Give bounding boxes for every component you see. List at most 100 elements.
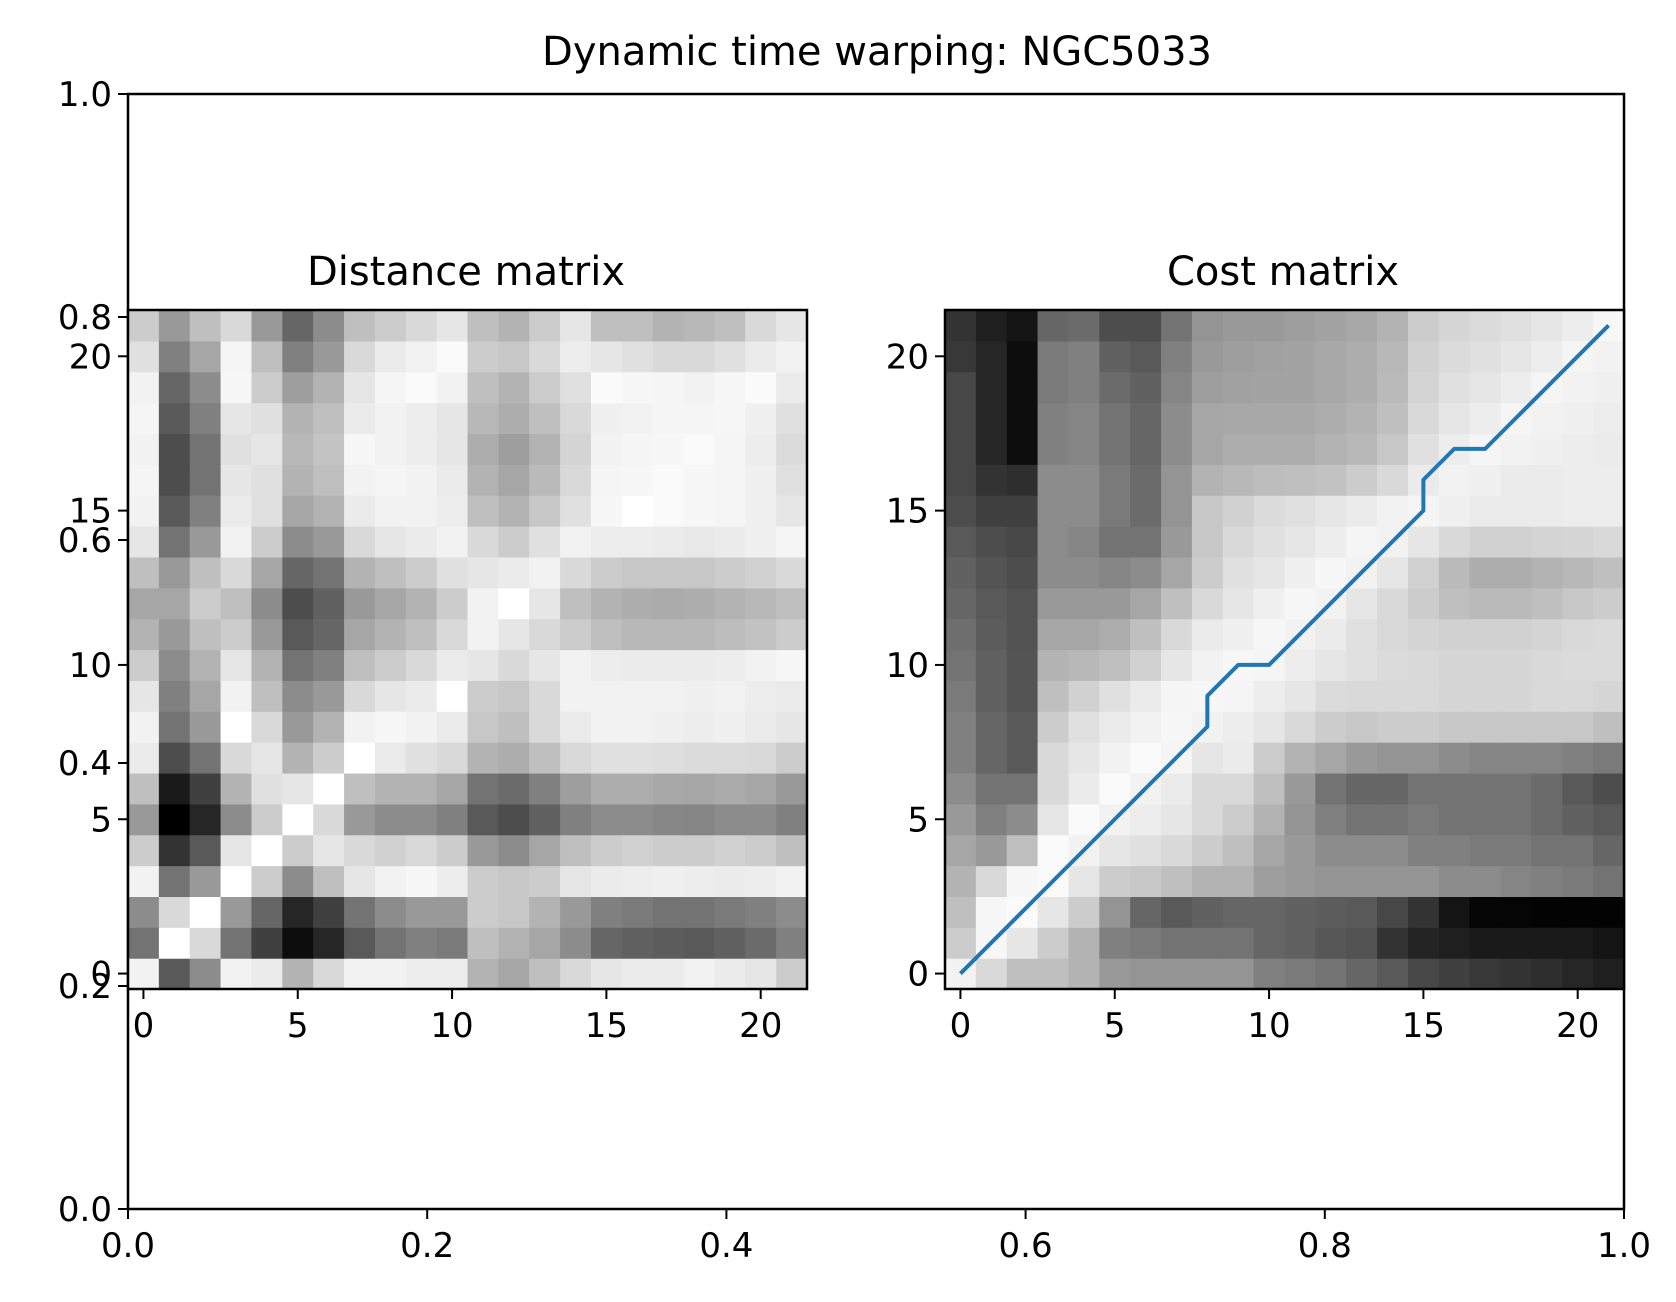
- cost-matrix-cell: [1562, 896, 1594, 928]
- distance-matrix-cell: [683, 556, 716, 589]
- cost-matrix-cell: [1438, 896, 1471, 928]
- distance-matrix-cell: [374, 310, 407, 342]
- distance-matrix-cell: [652, 803, 685, 836]
- distance-matrix-cell: [158, 402, 191, 435]
- distance-matrix-cell: [405, 402, 438, 435]
- cost-matrix-cell: [1315, 433, 1347, 465]
- distance-matrix-cell: [128, 834, 160, 867]
- cost-matrix-cell: [1222, 834, 1255, 867]
- distance-matrix-cell: [220, 340, 253, 373]
- cost-matrix-cell: [1284, 310, 1316, 342]
- cost-matrix-cell: [1068, 495, 1100, 527]
- distance-matrix-cell: [405, 310, 438, 342]
- distance-matrix-cell: [590, 495, 623, 527]
- distance-matrix-cell: [621, 526, 654, 558]
- distance-matrix-cell: [374, 340, 407, 373]
- distance-matrix-cell: [405, 495, 438, 527]
- distance-matrix-cell: [313, 526, 345, 558]
- distance-matrix-cell: [590, 927, 623, 959]
- distance-matrix-cell: [498, 526, 530, 558]
- distance-matrix-cell: [374, 772, 407, 805]
- distance-matrix-cell: [560, 402, 592, 435]
- distance-matrix-cell: [128, 742, 160, 774]
- cost-matrix-cell: [1099, 742, 1131, 774]
- cost-matrix-cell: [1438, 834, 1471, 867]
- cost-matrix-cell: [1315, 371, 1347, 404]
- distance-matrix-cell: [282, 680, 314, 712]
- cost-matrix-cell: [1161, 649, 1193, 681]
- distance-matrix-cell: [189, 433, 222, 465]
- distance-matrix-cell: [251, 649, 283, 681]
- cost-matrix-cell: [1284, 433, 1316, 465]
- distance-matrix-cell: [189, 742, 222, 774]
- distance-matrix-cell: [467, 402, 499, 435]
- distance-matrix-cell: [529, 495, 561, 527]
- distance-matrix-cell: [220, 556, 253, 589]
- cost-matrix-cell: [1191, 310, 1224, 342]
- distance-matrix-cell: [436, 464, 469, 496]
- cost-matrix-cell: [1562, 649, 1594, 681]
- distance-matrix-cell: [374, 618, 407, 651]
- distance-matrix-cell: [621, 310, 654, 342]
- cost-matrix-cell: [1531, 587, 1563, 620]
- distance-matrix-cell: [683, 711, 716, 743]
- cost-matrix-cell: [975, 340, 1008, 373]
- distance-matrix-cell: [776, 834, 808, 867]
- distance-matrix-cell: [374, 742, 407, 774]
- distance-matrix-cell: [405, 340, 438, 373]
- cost-matrix-cell: [1161, 587, 1193, 620]
- distance-matrix-cell: [745, 618, 777, 651]
- distance-matrix-cell: [436, 433, 469, 465]
- distance-matrix-cell: [529, 834, 561, 867]
- cost-matrix-cell: [1562, 865, 1594, 898]
- distance-matrix-cell: [652, 310, 685, 342]
- cost-matrix-cell: [975, 618, 1008, 651]
- cost-matrix-cell: [1346, 526, 1378, 558]
- cost-matrix-cell: [1130, 834, 1162, 867]
- cost-matrix-cell: [1593, 618, 1625, 651]
- cost-matrix-cell: [1222, 402, 1255, 435]
- distance-matrix-cell: [158, 742, 191, 774]
- cost-matrix-cell: [1253, 310, 1286, 342]
- distance-matrix-cell: [220, 958, 253, 990]
- cost-matrix-cell: [1469, 526, 1502, 558]
- cost-matrix-cell: [1593, 371, 1625, 404]
- cost-matrix-cell: [975, 865, 1008, 898]
- distance-matrix-cell: [652, 433, 685, 465]
- distance-matrix-cell: [529, 464, 561, 496]
- cost-matrix-cell: [1253, 587, 1286, 620]
- distance-matrix-cell: [158, 340, 191, 373]
- distance-matrix-cell: [128, 865, 160, 898]
- distance-matrix-cell: [128, 495, 160, 527]
- distance-matrix-cell: [683, 495, 716, 527]
- cost-matrix-cell: [1500, 526, 1533, 558]
- distance-matrix-cell: [405, 958, 438, 990]
- distance-matrix-cell: [313, 927, 345, 959]
- cost-matrix-axes: Cost matrix 0 5 10 15 20 0 5 10 15 20: [886, 249, 1626, 1046]
- distance-matrix-cell: [436, 742, 469, 774]
- cost-matrix-x-tick-label: 20: [1556, 1006, 1599, 1046]
- cost-matrix-cell: [1068, 742, 1100, 774]
- distance-matrix-cell: [714, 495, 746, 527]
- distance-matrix-cell: [282, 371, 314, 404]
- distance-matrix-cell: [467, 310, 499, 342]
- distance-matrix-cell: [683, 433, 716, 465]
- distance-matrix-cell: [313, 340, 345, 373]
- cost-matrix-cell: [975, 649, 1008, 681]
- distance-matrix-cell: [776, 711, 808, 743]
- cost-matrix-cell: [1130, 711, 1162, 743]
- distance-matrix-cell: [529, 680, 561, 712]
- distance-matrix-cell: [498, 958, 530, 990]
- cost-matrix-cell: [1469, 803, 1502, 836]
- cost-matrix-cell: [1068, 464, 1100, 496]
- distance-matrix-cell: [344, 680, 376, 712]
- cost-matrix-cell: [1346, 711, 1378, 743]
- distance-matrix-cell: [405, 834, 438, 867]
- cost-matrix-cell: [1500, 587, 1533, 620]
- distance-matrix-cell: [128, 649, 160, 681]
- cost-matrix-cell: [1469, 556, 1502, 589]
- cost-matrix-cell: [1191, 865, 1224, 898]
- distance-matrix-cell: [405, 464, 438, 496]
- distance-matrix-cell: [745, 310, 777, 342]
- distance-matrix-cell: [251, 556, 283, 589]
